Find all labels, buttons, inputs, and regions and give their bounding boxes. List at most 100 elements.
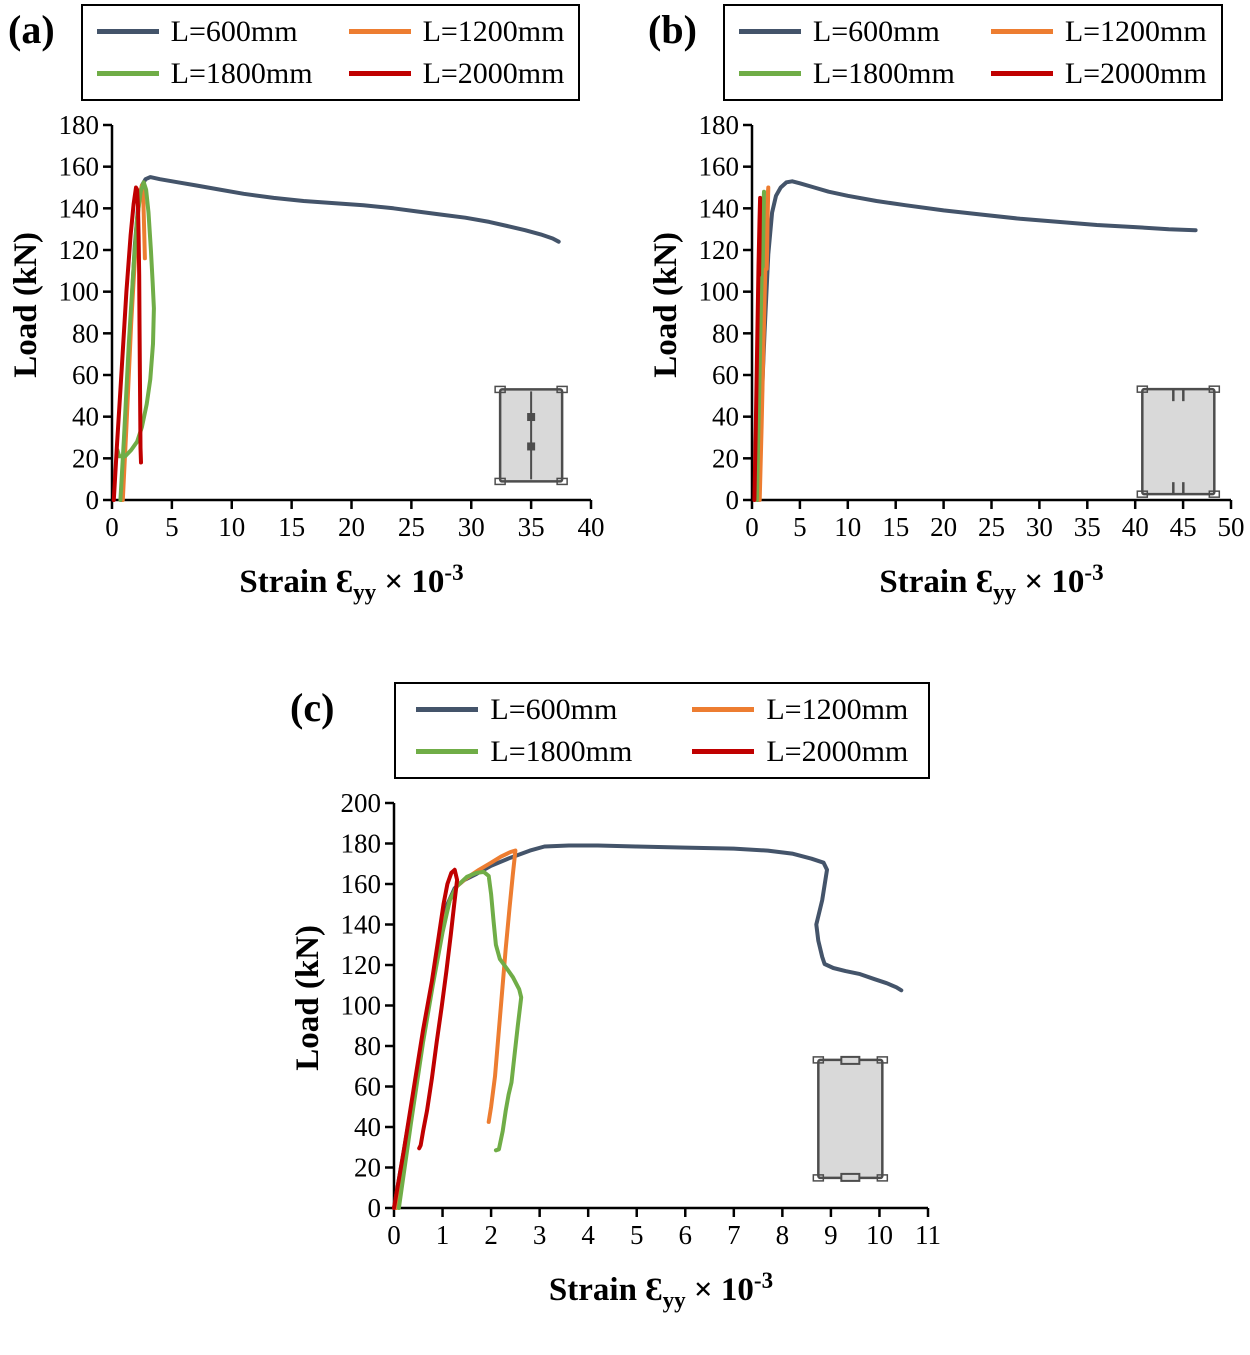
svg-text:40: 40 <box>354 1112 381 1142</box>
x-axis-label-a: Strain Ɛyy × 10-3 <box>54 560 609 606</box>
x-label-subscript: yy <box>993 579 1017 605</box>
panel-c-header: (c) L=600mm L=1200mm L=1800mm L=2000mm <box>290 682 990 779</box>
svg-text:4: 4 <box>581 1220 595 1250</box>
legend-swatch-l1200 <box>990 29 1053 35</box>
svg-text:0: 0 <box>745 512 759 542</box>
x-label-subscript: yy <box>662 1287 686 1313</box>
panel-a-header: (a) L=600mm L=1200mm L=1800mm L=2000mm <box>8 4 643 101</box>
svg-text:140: 140 <box>698 193 739 223</box>
y-axis-label-a: Load (kN) <box>8 231 44 378</box>
legend-swatch-l1200 <box>348 29 411 35</box>
svg-text:25: 25 <box>398 512 425 542</box>
panel-label-a: (a) <box>8 7 55 52</box>
legend-item-l1800: L=1800mm <box>738 56 955 90</box>
legend-a: L=600mm L=1200mm L=1800mm L=2000mm <box>80 4 581 101</box>
legend-item-l1200: L=1200mm <box>692 694 908 726</box>
svg-text:9: 9 <box>824 1220 838 1250</box>
y-axis-label-b: Load (kN) <box>648 231 684 378</box>
svg-text:25: 25 <box>978 512 1005 542</box>
legend-swatch-l2000 <box>348 70 411 76</box>
legend-swatch-l600 <box>416 707 479 713</box>
chart-panel-b: (b) L=600mm L=1200mm L=1800mm L=2000mm <box>648 4 1248 606</box>
legend-label-l600: L=600mm <box>170 15 298 48</box>
legend-item-l1200: L=1200mm <box>348 16 564 48</box>
plot-area-a: 0 20 40 60 80 100 120 140 160 180 0 5 10 15 20 25 30 35 40 <box>59 110 605 542</box>
svg-text:0: 0 <box>387 1220 401 1250</box>
legend-label-l1200: L=1200mm <box>766 693 909 726</box>
svg-text:80: 80 <box>72 318 99 348</box>
svg-text:180: 180 <box>341 829 382 859</box>
legend-item-l600: L=600mm <box>416 694 632 726</box>
legend-item-l600: L=600mm <box>738 15 955 48</box>
legend-label-l1800: L=1800mm <box>170 56 313 90</box>
legend-swatch-l1800 <box>738 70 801 76</box>
svg-text:2: 2 <box>484 1220 498 1250</box>
panel-b-header: (b) L=600mm L=1200mm L=1800mm L=2000mm <box>648 4 1248 101</box>
svg-text:140: 140 <box>59 193 100 223</box>
svg-text:5: 5 <box>793 512 807 542</box>
svg-text:15: 15 <box>882 512 909 542</box>
svg-text:1: 1 <box>436 1220 450 1250</box>
legend-swatch-l600 <box>96 29 159 35</box>
legend-item-l1800: L=1800mm <box>416 735 632 768</box>
svg-text:35: 35 <box>518 512 545 542</box>
svg-text:10: 10 <box>218 512 245 542</box>
legend-swatch-l2000 <box>990 70 1053 76</box>
legend-b: L=600mm L=1200mm L=1800mm L=2000mm <box>722 4 1223 101</box>
svg-text:100: 100 <box>59 277 100 307</box>
svg-text:160: 160 <box>341 869 382 899</box>
svg-text:35: 35 <box>1074 512 1101 542</box>
svg-text:60: 60 <box>712 360 739 390</box>
svg-text:0: 0 <box>105 512 119 542</box>
svg-text:200: 200 <box>341 788 382 818</box>
svg-text:40: 40 <box>578 512 605 542</box>
x-label-superscript: -3 <box>444 560 464 585</box>
legend-item-l2000: L=2000mm <box>692 735 908 768</box>
x-axis-label-b: Strain Ɛyy × 10-3 <box>694 560 1249 606</box>
x-label-prefix: Strain Ɛ <box>879 564 994 600</box>
svg-text:11: 11 <box>915 1220 941 1250</box>
legend-item-l1800: L=1800mm <box>96 56 313 90</box>
legend-label-l2000: L=2000mm <box>1064 56 1207 90</box>
svg-text:20: 20 <box>712 443 739 473</box>
svg-text:10: 10 <box>834 512 861 542</box>
svg-text:120: 120 <box>698 235 739 265</box>
svg-text:40: 40 <box>712 402 739 432</box>
y-axis-label-c: Load (kN) <box>290 924 326 1071</box>
legend-swatch-l1800 <box>96 70 159 76</box>
plot-area-c: 0 20 40 60 80 100 120 140 160 180 200 0 1 2 3 4 5 6 7 8 9 10 1… <box>341 788 942 1250</box>
legend-label-l600: L=600mm <box>812 15 940 48</box>
x-axis-label-c: Strain Ɛyy × 10-3 <box>336 1268 946 1314</box>
plot-row-b: Load (kN) 0 20 40 60 80 100 120 140 160 180 0 5 10 15… <box>648 109 1248 544</box>
x-label-subscript: yy <box>353 579 377 605</box>
svg-text:6: 6 <box>679 1220 693 1250</box>
svg-text:180: 180 <box>698 110 739 140</box>
svg-text:160: 160 <box>59 152 100 182</box>
svg-text:7: 7 <box>727 1220 741 1250</box>
x-label-mid: × 10 <box>376 564 445 600</box>
svg-text:60: 60 <box>354 1072 381 1102</box>
svg-text:50: 50 <box>1217 512 1244 542</box>
legend-item-l600: L=600mm <box>96 15 313 48</box>
svg-text:40: 40 <box>1122 512 1149 542</box>
x-label-prefix: Strain Ɛ <box>548 1272 663 1308</box>
legend-c: L=600mm L=1200mm L=1800mm L=2000mm <box>394 682 931 779</box>
svg-text:10: 10 <box>866 1220 893 1250</box>
legend-swatch-l600 <box>738 29 801 35</box>
legend-label-l1800: L=1800mm <box>812 56 955 90</box>
legend-label-l1200: L=1200mm <box>1064 15 1207 48</box>
x-label-mid: × 10 <box>685 1272 754 1308</box>
svg-text:45: 45 <box>1170 512 1197 542</box>
legend-item-l2000: L=2000mm <box>348 57 564 90</box>
svg-text:40: 40 <box>72 402 99 432</box>
svg-text:15: 15 <box>278 512 305 542</box>
svg-text:160: 160 <box>698 152 739 182</box>
legend-swatch-l1200 <box>692 707 755 713</box>
svg-text:30: 30 <box>1026 512 1053 542</box>
x-label-superscript: -3 <box>753 1268 774 1293</box>
svg-text:0: 0 <box>86 485 100 515</box>
svg-text:140: 140 <box>341 910 382 940</box>
x-label-prefix: Strain Ɛ <box>239 564 354 600</box>
x-label-superscript: -3 <box>1084 560 1104 585</box>
